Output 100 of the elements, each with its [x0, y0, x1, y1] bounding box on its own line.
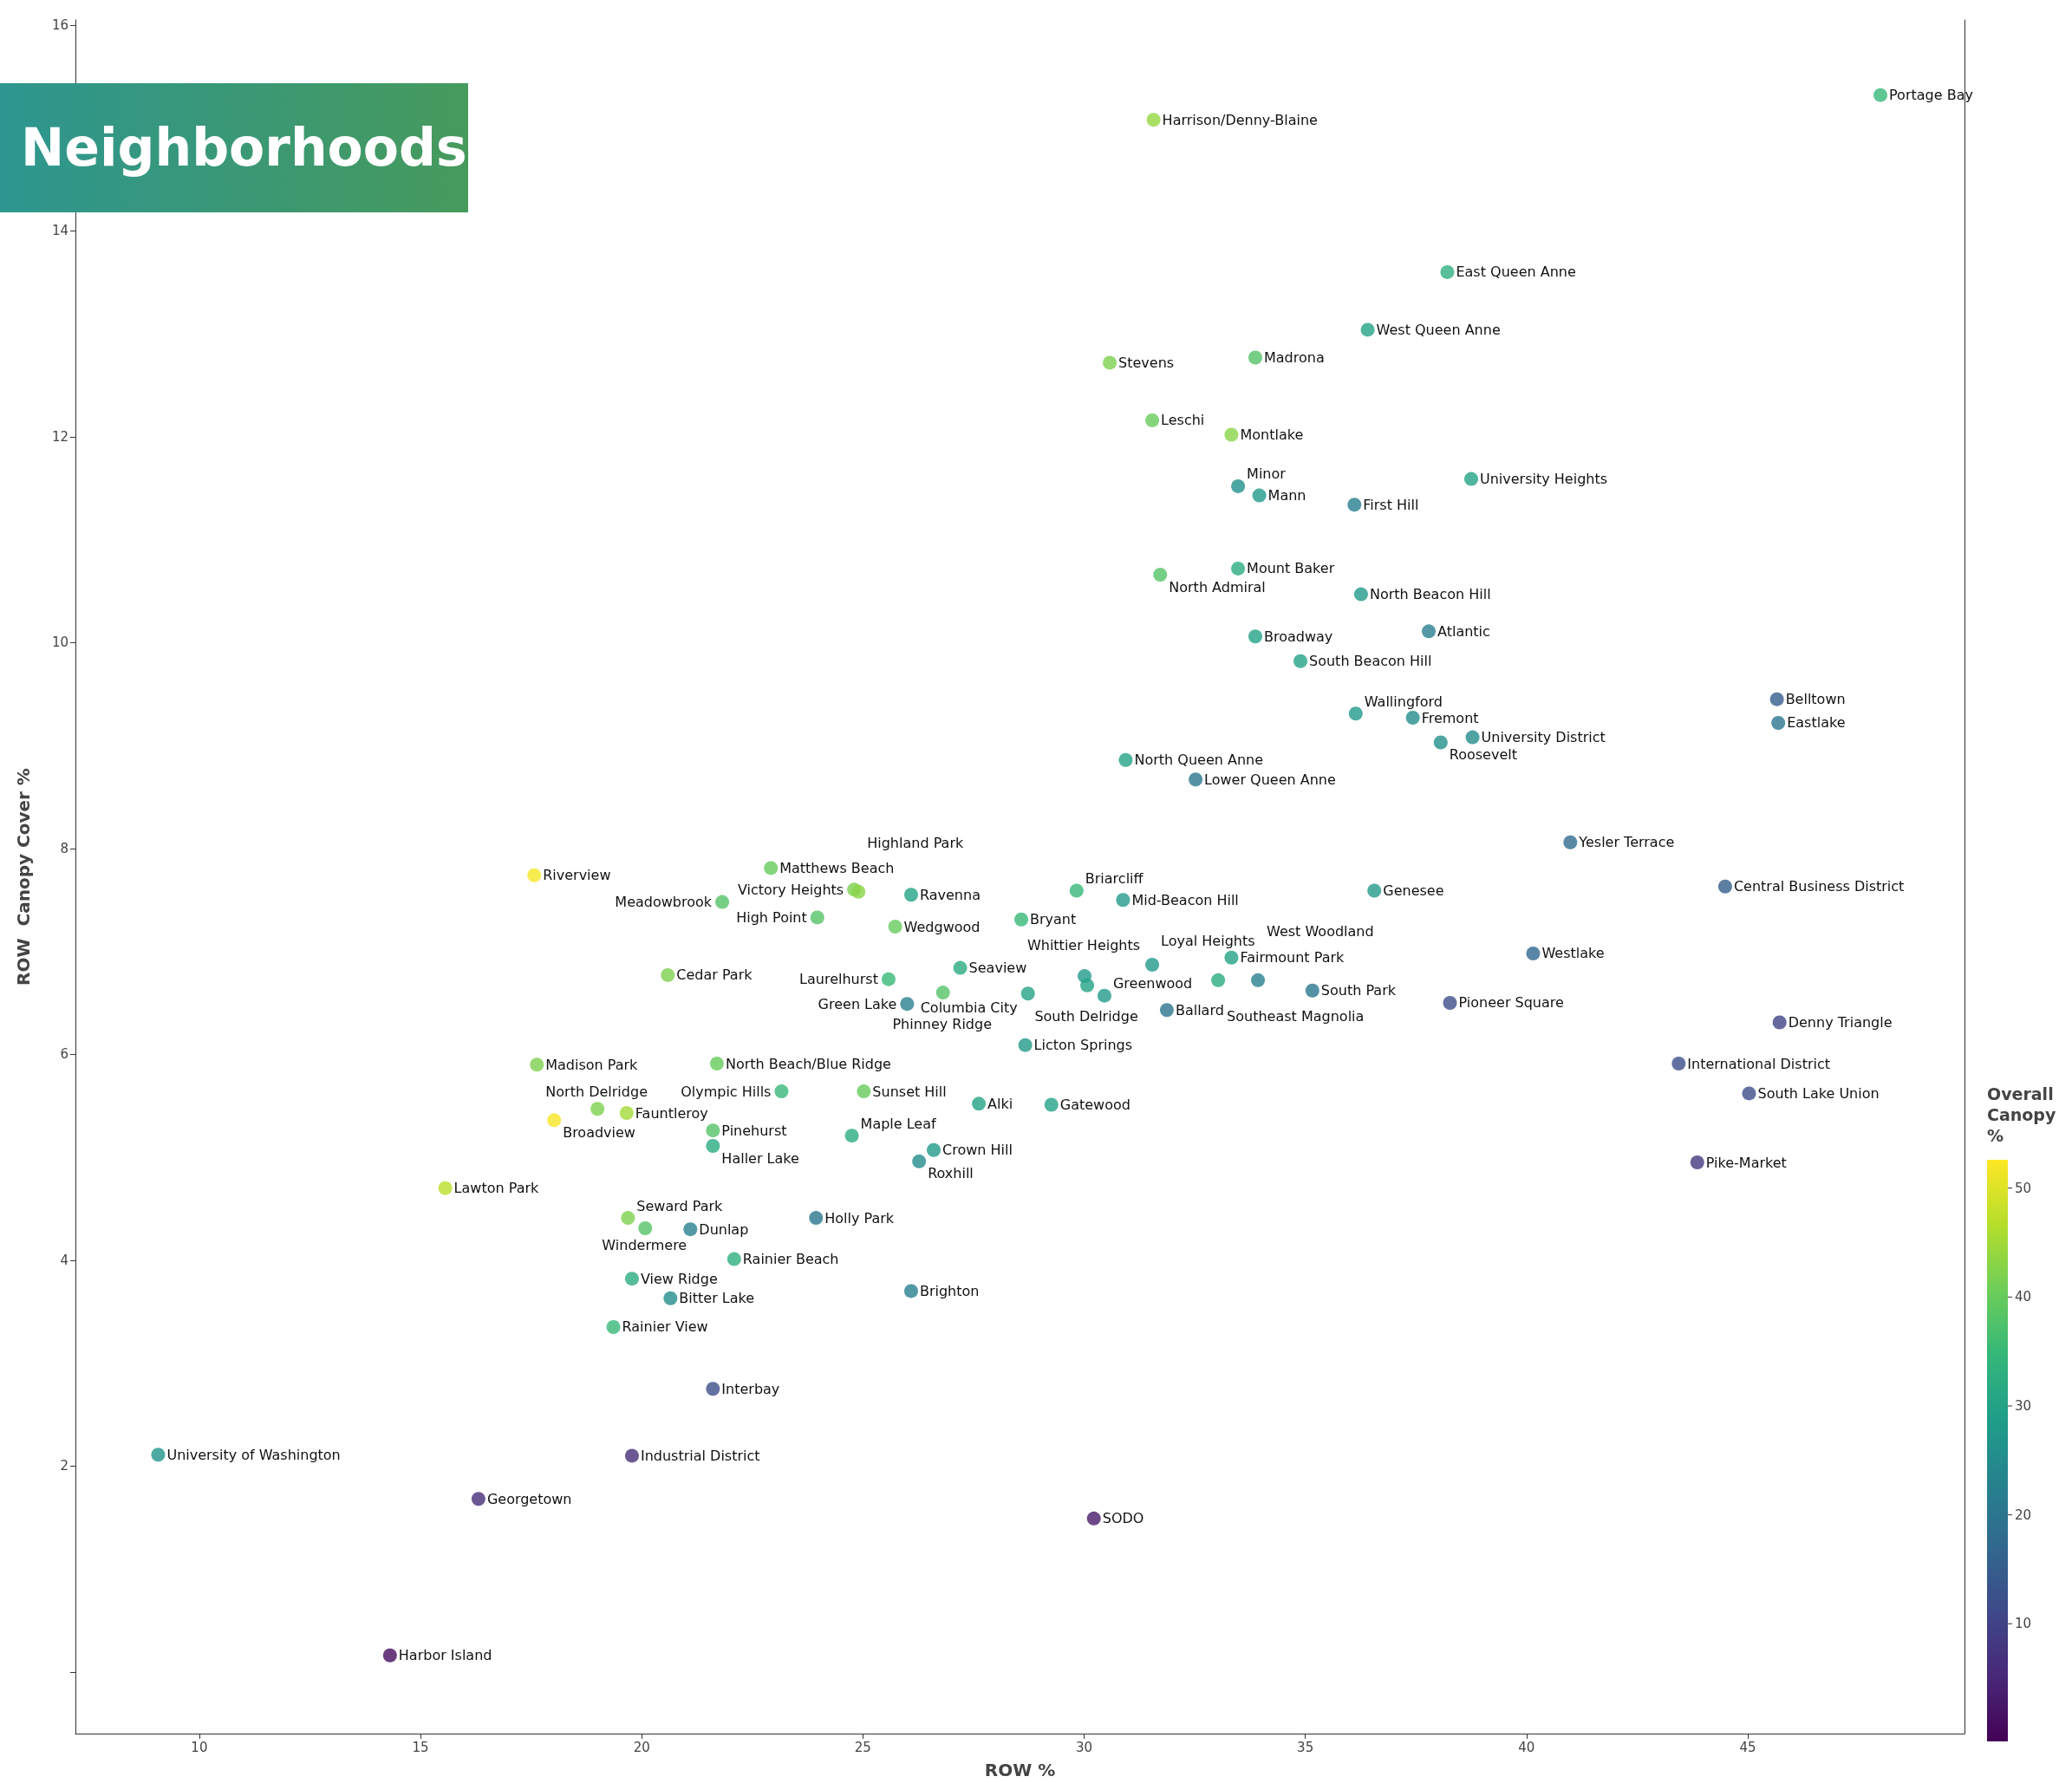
annotation: Gatewood — [1059, 1096, 1130, 1114]
annotation: Broadway — [1263, 628, 1333, 645]
annotation: Mann — [1267, 487, 1306, 504]
annotation: Riverview — [543, 867, 611, 884]
annotation: Briarcliff — [1085, 870, 1144, 888]
annotation: Westlake — [1541, 945, 1605, 962]
y-tick-label: 14 — [51, 223, 68, 239]
annotation: Fauntleroy — [635, 1104, 708, 1122]
y-tick-label: 10 — [51, 634, 68, 651]
annotation: Lower Queen Anne — [1204, 771, 1336, 788]
annotation: Highland Park — [867, 835, 964, 852]
annotation: Bitter Lake — [679, 1290, 755, 1307]
annotation: Dunlap — [699, 1220, 749, 1238]
annotation: University District — [1481, 729, 1606, 746]
annotation: Stevens — [1118, 354, 1175, 371]
annotation: Brighton — [919, 1282, 980, 1299]
annotation: SODO — [1102, 1510, 1144, 1527]
annotation: Wedgwood — [903, 918, 981, 935]
color-bar-label: 50 — [2015, 1180, 2032, 1196]
annotation: Maple Leaf — [860, 1115, 937, 1132]
annotation: Mid-Beacon Hill — [1131, 891, 1239, 908]
x-tick-label: 30 — [1075, 1739, 1093, 1755]
annotation: Ballard — [1175, 1001, 1224, 1018]
y-tick-label: 2 — [60, 1458, 68, 1474]
annotation: University of Washington — [166, 1446, 341, 1463]
annotation: Pioneer Square — [1458, 994, 1564, 1012]
annotation: Haller Lake — [721, 1149, 799, 1167]
annotation: Meadowbrook — [615, 894, 713, 911]
y-tick-label: 16 — [51, 16, 68, 33]
annotation: Southeast Magnolia — [1227, 1008, 1365, 1025]
annotation: Holly Park — [824, 1209, 895, 1227]
annotation: University Heights — [1480, 471, 1608, 488]
annotation: Central Business District — [1733, 878, 1905, 895]
annotation: Denny Triangle — [1788, 1014, 1893, 1031]
annotation: South Lake Union — [1757, 1084, 1880, 1102]
annotation: Wallingford — [1364, 693, 1443, 710]
y-tick-label: 12 — [51, 428, 68, 445]
annotation: Licton Springs — [1033, 1037, 1133, 1054]
annotation: Rainier Beach — [742, 1251, 839, 1268]
annotation: Fremont — [1421, 709, 1479, 726]
annotation: High Point — [736, 908, 807, 926]
annotation: Lawton Park — [453, 1180, 540, 1197]
x-axis-title: ROW % — [984, 1760, 1056, 1780]
annotation: Matthews Beach — [779, 859, 895, 876]
annotation: Madrona — [1263, 348, 1325, 366]
annotation: Eastlake — [1787, 714, 1846, 732]
x-tick-label: 25 — [854, 1739, 871, 1755]
annotation: South Beacon Hill — [1309, 653, 1432, 670]
annotation: Olympic Hills — [681, 1083, 772, 1100]
annotation: International District — [1687, 1055, 1831, 1072]
annotation: East Queen Anne — [1456, 264, 1576, 281]
annotation: Laurelhurst — [799, 971, 878, 988]
annotation: Windermere — [602, 1237, 687, 1254]
color-bar-title: Overall Canopy % — [1987, 1084, 2062, 1145]
annotation: Harbor Island — [398, 1647, 492, 1664]
annotation: Fairmount Park — [1240, 949, 1345, 966]
annotation: Mount Baker — [1247, 560, 1335, 577]
annotation: Crown Hill — [942, 1142, 1013, 1159]
annotation: Greenwood — [1112, 975, 1193, 992]
x-tick-label: 40 — [1518, 1739, 1535, 1755]
annotation: Columbia City — [920, 999, 1018, 1016]
annotation: Sunset Hill — [872, 1083, 947, 1100]
annotation: Alki — [987, 1095, 1013, 1112]
annotation: North Delridge — [545, 1083, 648, 1100]
annotation: North Admiral — [1169, 578, 1266, 595]
annotation: Whittier Heights — [1026, 936, 1141, 953]
color-bar-label: 30 — [2015, 1397, 2032, 1414]
annotation: Minor — [1247, 465, 1287, 483]
y-tick-label: 4 — [60, 1252, 68, 1268]
annotation: Roxhill — [928, 1165, 974, 1182]
annotation: Loyal Heights — [1161, 932, 1255, 949]
annotation: Yesler Terrace — [1578, 834, 1675, 851]
x-tick-label: 10 — [191, 1739, 208, 1755]
y-axis-title: ROW Canopy Cover % — [13, 768, 34, 986]
annotation: South Park — [1320, 982, 1397, 999]
annotation: Georgetown — [486, 1490, 572, 1507]
annotation: Rainier View — [622, 1318, 708, 1336]
annotation: Industrial District — [640, 1447, 760, 1464]
annotation: Green Lake — [818, 995, 897, 1012]
annotation: Seward Park — [636, 1197, 724, 1214]
annotation: Bryant — [1030, 911, 1077, 928]
text: Neighborhoods — [21, 117, 467, 178]
x-tick-label: 45 — [1739, 1739, 1756, 1755]
annotation: Leschi — [1161, 412, 1205, 429]
y-tick-label: 8 — [60, 840, 68, 856]
color-bar-label: 20 — [2015, 1506, 2032, 1523]
annotation: Seaview — [968, 960, 1027, 977]
annotation: North Beacon Hill — [1369, 586, 1491, 603]
annotation: Genesee — [1383, 882, 1444, 900]
annotation: Victory Heights — [737, 881, 844, 898]
annotation: Pinehurst — [721, 1122, 787, 1139]
x-tick-label: 35 — [1297, 1739, 1314, 1755]
color-bar-label: 10 — [2015, 1616, 2032, 1632]
annotation: Roosevelt — [1449, 746, 1517, 764]
annotation: North Queen Anne — [1134, 752, 1264, 769]
annotation: Harrison/Denny-Blaine — [1162, 111, 1318, 128]
annotation: Atlantic — [1437, 622, 1490, 640]
annotation: South Delridge — [1034, 1008, 1138, 1025]
annotation: View Ridge — [640, 1270, 718, 1287]
annotation: Broadview — [563, 1123, 635, 1141]
